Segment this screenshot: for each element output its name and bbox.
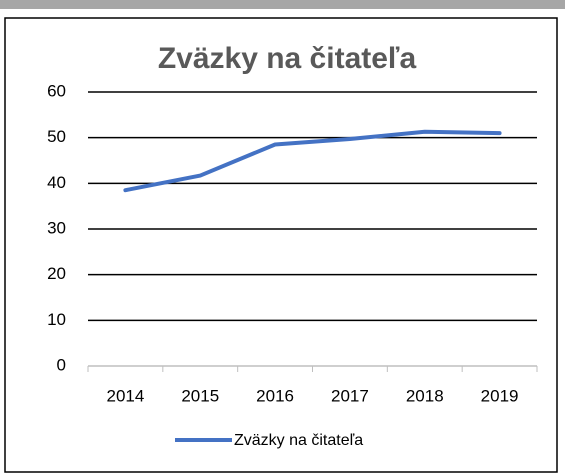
x-tick-label: 2019 <box>481 386 519 405</box>
series-line <box>123 129 502 193</box>
x-tick-label: 2016 <box>256 386 294 405</box>
legend-label: Zväzky na čitateľa <box>234 432 363 449</box>
chart-title: Zväzky na čitateľa <box>158 42 417 75</box>
y-tick-label: 10 <box>47 310 66 329</box>
x-tick-label: 2014 <box>107 386 145 405</box>
y-tick-label: 20 <box>47 264 66 283</box>
y-tick-label: 40 <box>47 173 66 192</box>
y-tick-label: 30 <box>47 218 66 237</box>
y-tick-label: 50 <box>47 127 66 146</box>
x-tick-label: 2018 <box>406 386 444 405</box>
x-tick-label: 2017 <box>331 386 369 405</box>
top-bar <box>0 0 565 9</box>
y-tick-label: 0 <box>57 355 66 374</box>
y-tick-label: 60 <box>47 81 66 100</box>
x-tick-label: 2015 <box>181 386 219 405</box>
chart-frame <box>4 17 558 473</box>
